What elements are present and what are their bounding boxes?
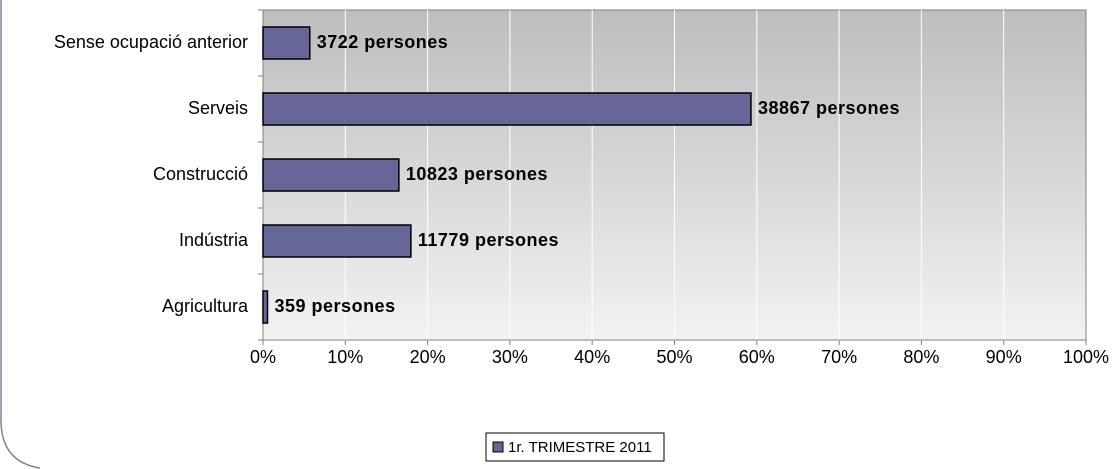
x-tick-label: 10%	[327, 347, 363, 367]
legend-box	[485, 432, 665, 462]
bar	[262, 290, 269, 324]
data-label: 10823 persones	[406, 164, 548, 184]
x-tick-label: 0%	[250, 347, 276, 367]
bar	[262, 158, 400, 192]
x-tick-label: 40%	[574, 347, 610, 367]
data-label: 11779 persones	[418, 230, 559, 250]
x-tick-label: 20%	[410, 347, 446, 367]
x-tick-label: 30%	[492, 347, 528, 367]
y-tick-label: Sense ocupació anterior	[54, 32, 248, 52]
x-tick-label: 100%	[1063, 347, 1109, 367]
x-tick-label: 70%	[821, 347, 857, 367]
legend-swatch	[492, 441, 504, 453]
frame	[0, 0, 41, 469]
bar	[262, 26, 311, 60]
y-tick-label: Indústria	[179, 230, 249, 250]
y-tick-label: Construcció	[153, 164, 248, 184]
x-tick-label: 90%	[986, 347, 1022, 367]
data-label: 38867 persones	[758, 98, 900, 118]
legend-label: 1r. TRIMESTRE 2011	[508, 439, 652, 456]
y-tick-label: Agricultura	[162, 296, 249, 316]
bar	[262, 92, 752, 126]
y-tick-label: Serveis	[188, 98, 248, 118]
data-label: 3722 persones	[317, 32, 449, 52]
x-tick-label: 50%	[656, 347, 692, 367]
bar	[262, 224, 412, 258]
x-tick-label: 80%	[903, 347, 939, 367]
data-label: 359 persones	[275, 296, 396, 316]
x-tick-label: 60%	[739, 347, 775, 367]
